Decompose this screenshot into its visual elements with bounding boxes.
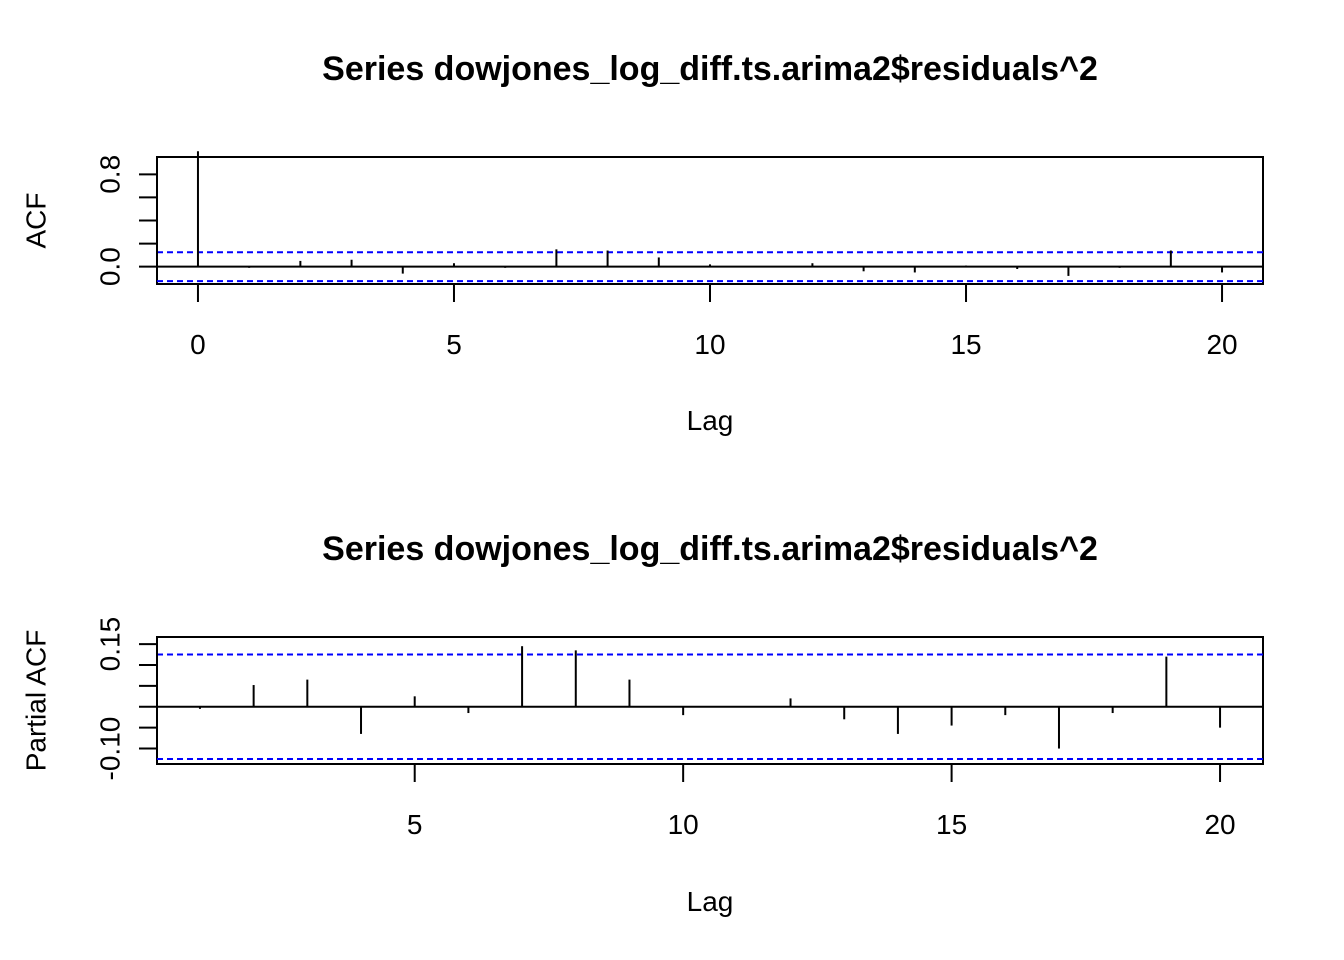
panel-2-x-tick-label-15: 15 (936, 809, 967, 840)
panel-2-x-tick-label-10: 10 (668, 809, 699, 840)
panel-2-y-tick-label-1: 0.15 (95, 617, 126, 672)
panel-1-y-axis-label: ACF (21, 193, 52, 249)
panel-2-plot-frame (156, 636, 1264, 765)
panel-2-x-tick-label-20: 20 (1204, 809, 1235, 840)
panel-2-x-tick-label-5: 5 (407, 809, 423, 840)
panel-1-y-tick-label-0: 0.0 (95, 247, 126, 286)
panel-2-title: Series dowjones_log_diff.ts.arima2$resid… (322, 530, 1098, 568)
panel-1-x-tick-label-10: 10 (694, 329, 725, 360)
panel-2-chart: Series dowjones_log_diff.ts.arima2$resid… (21, 530, 1264, 917)
panel-2-y-tick-label-0: -0.10 (95, 717, 126, 781)
panel-1-x-tick-label-20: 20 (1206, 329, 1237, 360)
panel-1-y-tick-label-1: 0.8 (95, 155, 126, 194)
panel-2-y-axis-label: Partial ACF (21, 630, 52, 772)
panel-1-x-axis-label: Lag (687, 405, 734, 436)
panel-1-title: Series dowjones_log_diff.ts.arima2$resid… (322, 50, 1098, 88)
panel-1-x-tick-label-5: 5 (446, 329, 462, 360)
panel-2-x-axis-label: Lag (687, 886, 734, 917)
panel-1-chart: Series dowjones_log_diff.ts.arima2$resid… (21, 50, 1264, 436)
panel-1-x-tick-label-0: 0 (190, 329, 206, 360)
panel-1-x-tick-label-15: 15 (950, 329, 981, 360)
